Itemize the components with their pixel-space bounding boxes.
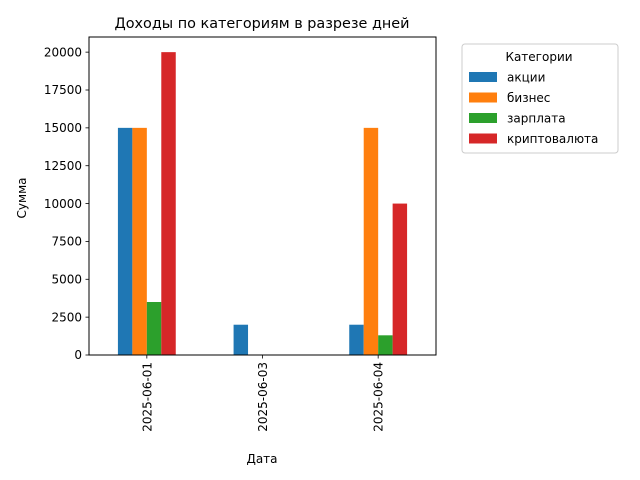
legend-swatch-акции [469, 72, 497, 82]
y-tick-label: 10000 [44, 197, 82, 211]
bar-зарплата-2025-06-01 [146, 302, 162, 355]
legend-label-акции: акции [507, 70, 545, 84]
bar-акции-2025-06-04 [349, 324, 364, 355]
bar-бизнес-2025-06-01 [132, 127, 147, 355]
plot-area: 0 2500 5000 7500 10000 12500 15000 17500 20000 20… [44, 36, 437, 432]
legend-label-бизнес: бизнес [507, 91, 550, 105]
bar-бизнес-2025-06-04 [363, 127, 379, 355]
x-tick-label: 2025-06-01 [140, 362, 154, 432]
bar-акции-2025-06-03 [233, 324, 249, 355]
y-axis-label: Сумма [15, 178, 29, 219]
bar-криптовалюта-2025-06-01 [161, 52, 176, 355]
x-axis-label: Дата [246, 452, 277, 466]
y-tick-label: 20000 [44, 45, 82, 59]
legend-swatch-зарплата [469, 113, 497, 123]
y-tick-label: 2500 [51, 310, 82, 324]
legend-swatch-криптовалюта [469, 133, 497, 144]
legend-frame [461, 43, 619, 154]
chart-title: Доходы по категориям в разрезе дней [114, 16, 409, 32]
x-tick-label: 2025-06-04 [372, 362, 386, 432]
y-tick-label: 12500 [44, 159, 82, 173]
y-tick-label: 15000 [44, 121, 82, 135]
y-tick-label: 5000 [51, 272, 82, 286]
y-tick-label: 7500 [51, 235, 82, 249]
y-tick-label: 0 [74, 348, 82, 362]
bar-акции-2025-06-01 [117, 127, 133, 355]
bar-зарплата-2025-06-04 [378, 335, 393, 355]
legend: Категории акции бизнес зарплата криптовалют… [461, 43, 619, 154]
legend-items: акции бизнес зарплата криптовалюта [469, 70, 598, 146]
x-tick-label: 2025-06-03 [256, 362, 270, 432]
bar-криптовалюта-2025-06-04 [392, 203, 408, 355]
legend-label-зарплата: зарплата [507, 111, 566, 125]
y-tick-label: 17500 [44, 83, 82, 97]
legend-title: Категории [505, 50, 572, 64]
legend-label-криптовалюта: криптовалюта [507, 132, 598, 146]
legend-swatch-бизнес [469, 92, 497, 103]
